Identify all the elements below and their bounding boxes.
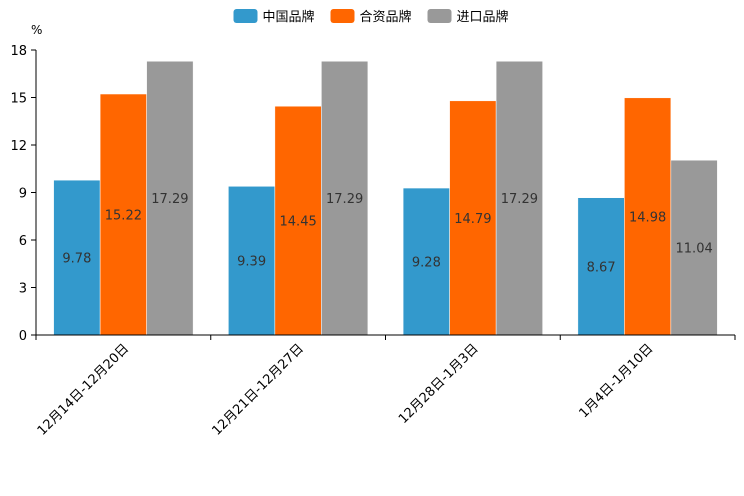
data-label: 14.98 [629,210,666,225]
data-label: 8.67 [587,260,616,275]
data-label: 17.29 [151,192,188,207]
legend-swatch [233,9,258,23]
legend-label: 进口品牌 [457,9,509,25]
y-tick-label: 9 [19,187,27,202]
y-axis: 0 3 6 9 12 15 18 [10,44,37,344]
x-tick-label: 12月21日-12月27日 [209,341,306,438]
data-label: 17.29 [501,192,538,207]
data-label: 9.28 [412,256,441,271]
bar [624,97,672,336]
y-tick-label: 12 [10,139,27,154]
bar [274,105,322,336]
bar [402,187,450,336]
legend-item: 中国品牌 [233,9,315,25]
bar [321,60,369,336]
bars [53,60,718,336]
x-axis: 12月14日-12月20日 12月21日-12月27日 12月28日-1月3日 1月4… [35,334,736,439]
data-label: 14.79 [454,212,491,227]
y-tick-label: 18 [10,44,27,59]
x-tick-label: 1月4日-1月10日 [577,341,657,421]
data-label: 9.78 [62,252,91,267]
bar [495,60,543,336]
legend-label: 合资品牌 [360,9,412,25]
y-axis-unit-label: % [31,23,42,37]
legend-swatch [330,9,355,23]
data-labels: 9.78 9.39 9.28 8.67 15.22 14.45 14.79 14.98 17.2… [62,192,712,275]
bar [53,179,101,336]
y-tick-label: 15 [10,92,27,107]
data-label: 14.45 [280,215,317,230]
legend-swatch [427,9,452,23]
data-label: 17.29 [326,192,363,207]
x-tick-label: 12月14日-12月20日 [35,341,132,438]
bar [228,186,276,336]
legend-label: 中国品牌 [263,9,315,25]
x-tick-label: 12月28日-1月3日 [396,341,482,427]
legend: 中国品牌 合资品牌 进口品牌 [233,9,509,25]
data-label: 11.04 [676,242,713,257]
y-tick-label: 3 [19,282,27,297]
bar [449,100,497,336]
y-tick-label: 0 [19,329,27,344]
y-tick-label: 6 [19,234,27,249]
data-label: 15.22 [105,209,142,224]
bar [670,159,718,336]
legend-item: 进口品牌 [427,9,509,25]
data-label: 9.39 [237,255,266,270]
legend-item: 合资品牌 [330,9,412,25]
